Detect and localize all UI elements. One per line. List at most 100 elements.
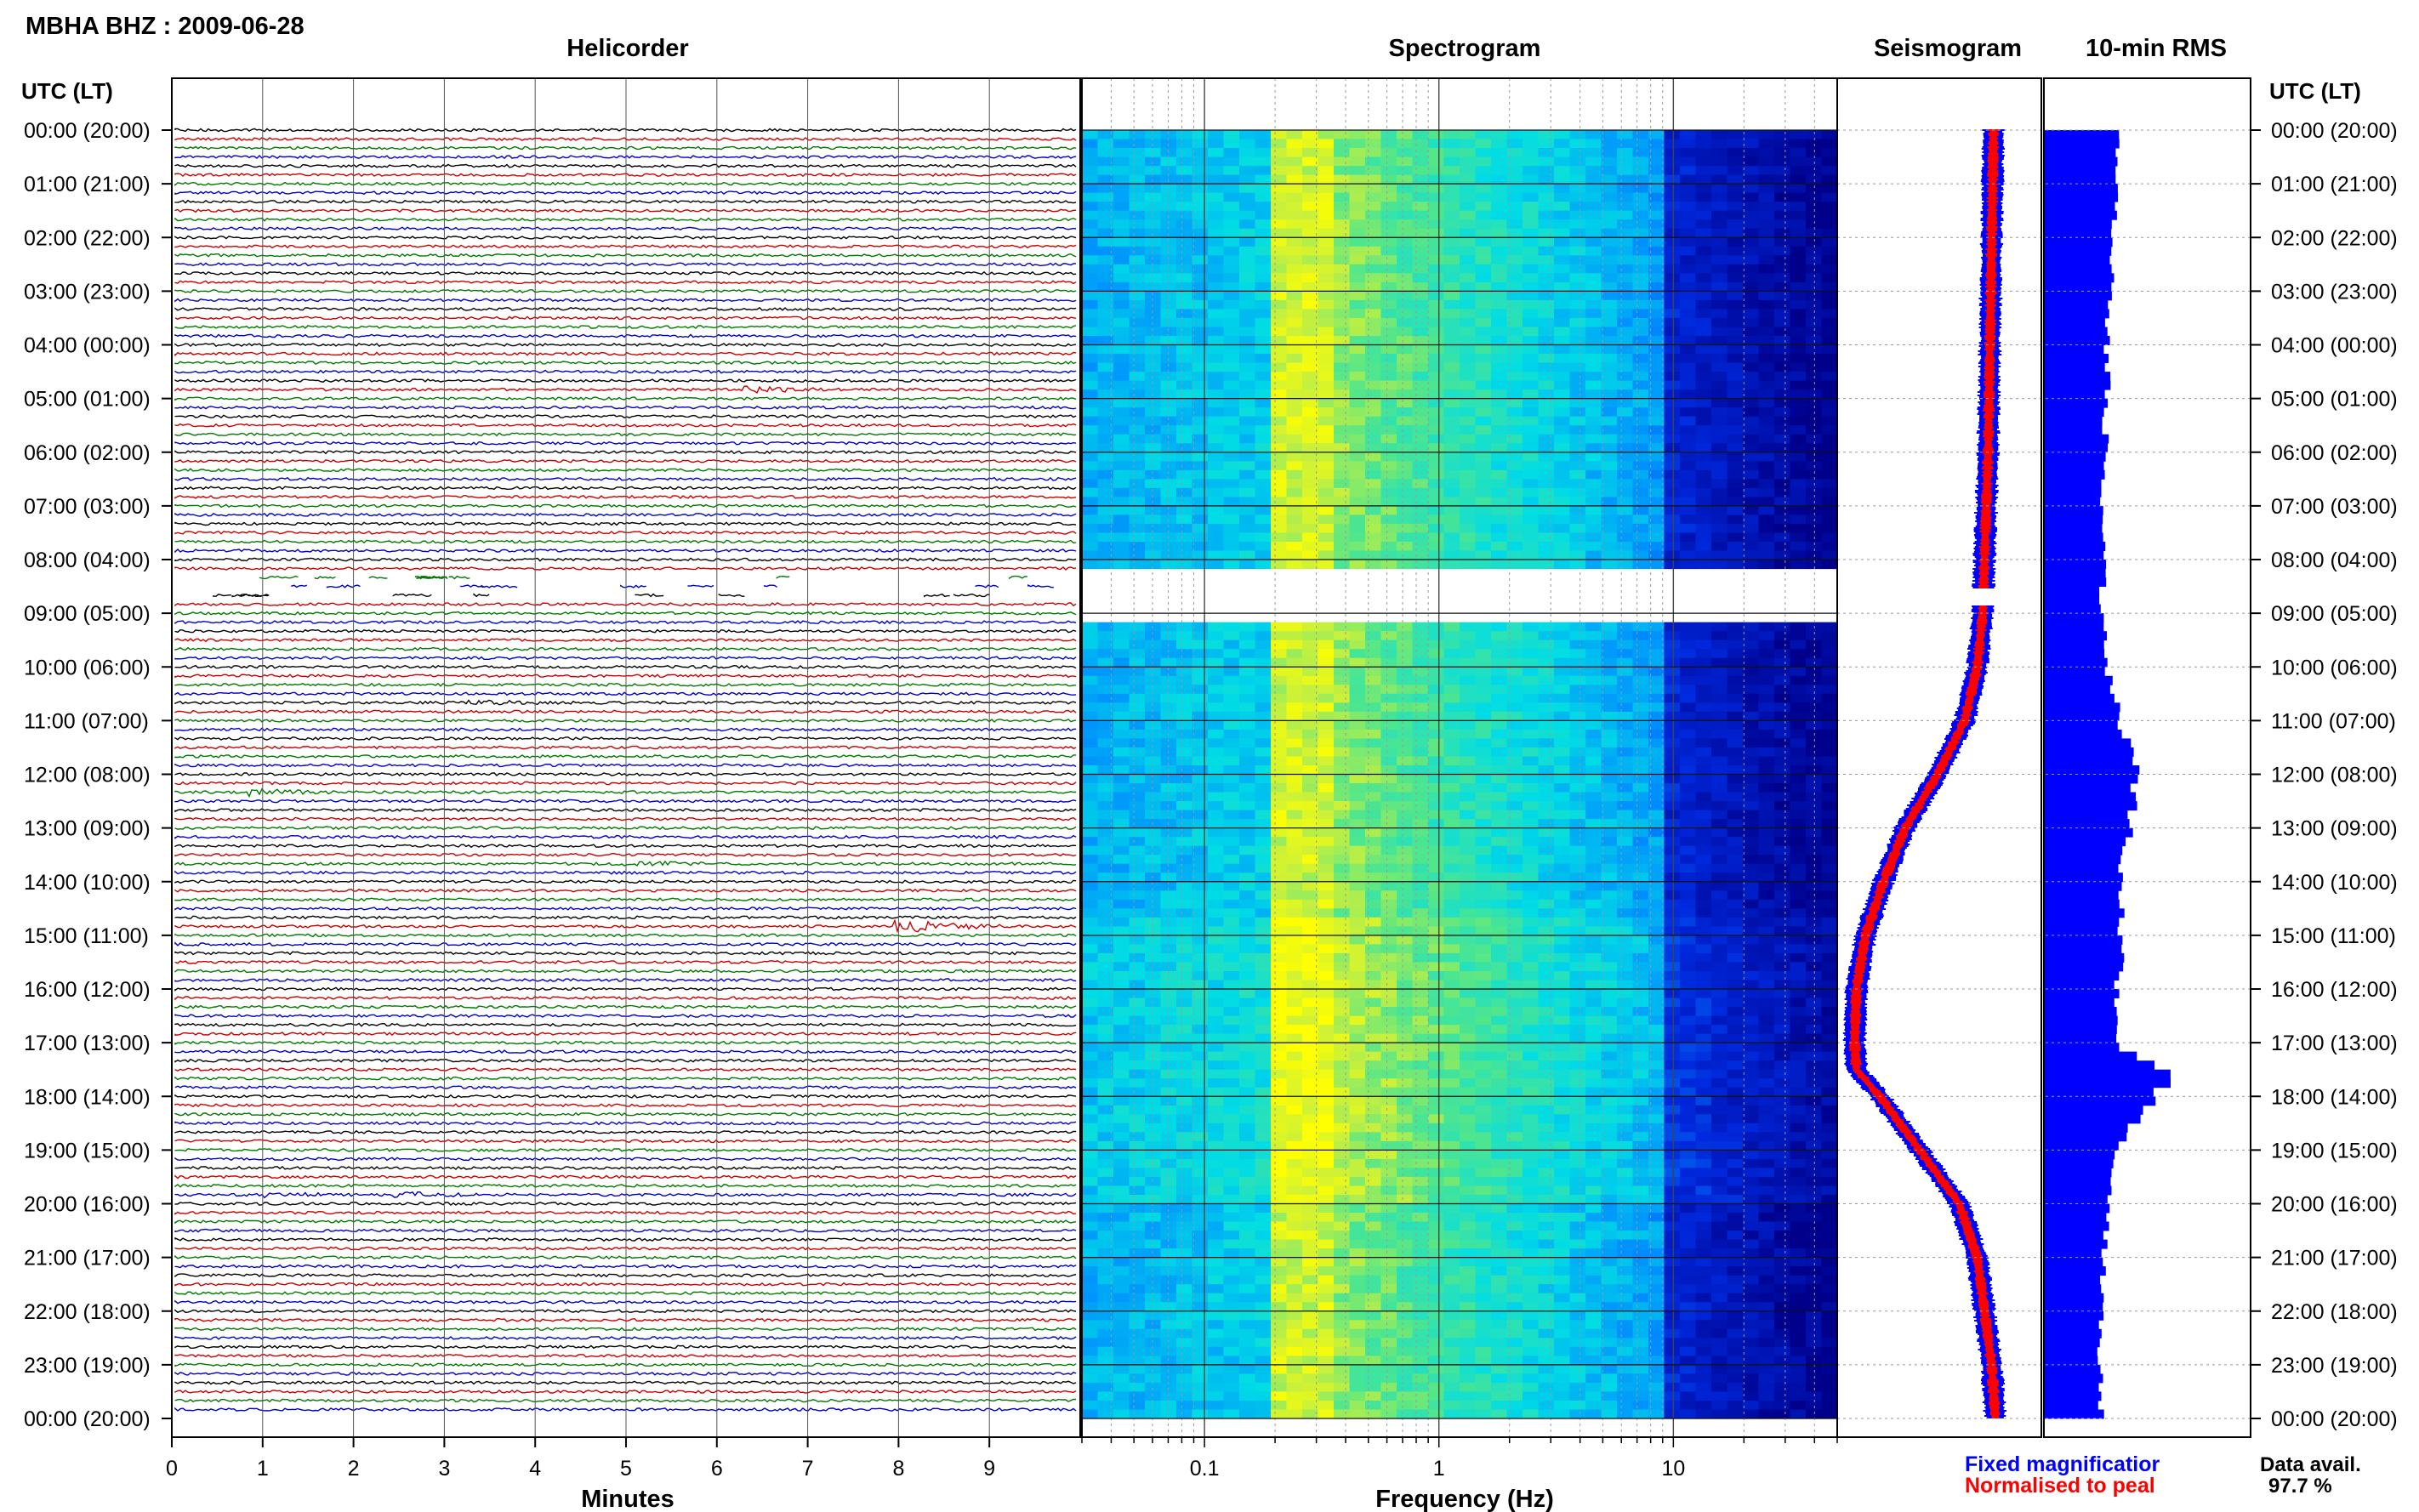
spectrogram-cell <box>1743 372 1760 382</box>
spectrogram-cell <box>1129 1043 1146 1053</box>
spectrogram-cell <box>1365 291 1382 301</box>
spectrogram-cell <box>1397 317 1414 327</box>
spectrogram-cell <box>1664 926 1681 936</box>
spectrogram-cell <box>1506 819 1523 829</box>
helicorder-trace <box>174 1157 1077 1162</box>
helicorder-trace <box>174 691 1077 696</box>
spectrogram-cell <box>1523 156 1540 167</box>
spectrogram-cell <box>1302 729 1319 739</box>
spectrogram-cell <box>1192 398 1209 408</box>
spectrogram-cell <box>1554 443 1571 453</box>
spectrogram-cell <box>1554 845 1571 855</box>
spectrogram-cell <box>1208 1033 1225 1043</box>
spectrogram-cell <box>1632 255 1649 265</box>
spectrogram-cell <box>1223 1033 1240 1043</box>
spectrogram-cell <box>1601 952 1618 963</box>
spectrogram-cell <box>1145 192 1162 202</box>
spectrogram-cell <box>1365 702 1382 713</box>
spectrogram-cell <box>1523 980 1540 990</box>
spectrogram-cell <box>1569 1043 1586 1053</box>
spectrogram-cell <box>1239 855 1256 865</box>
spectrogram-cell <box>1523 192 1540 202</box>
spectrogram-cell <box>1743 487 1760 497</box>
spectrogram-cell <box>1255 998 1272 1008</box>
spectrogram-cell <box>1192 255 1209 265</box>
spectrogram-cell <box>1223 174 1240 185</box>
spectrogram-cell <box>1680 747 1697 757</box>
spectrogram-cell <box>1208 810 1225 820</box>
spectrogram-cell <box>1664 130 1681 140</box>
spectrogram-cell <box>1711 416 1728 426</box>
spectrogram-cell <box>1334 899 1351 909</box>
spectrogram-cell <box>1695 675 1712 685</box>
spectrogram-cell <box>1460 192 1477 202</box>
spectrogram-cell <box>1774 434 1791 444</box>
spectrogram-cell <box>1302 1033 1319 1043</box>
spectrogram-cell <box>1160 354 1177 364</box>
spectrogram-cell <box>1774 389 1791 400</box>
spectrogram-cell <box>1460 622 1477 632</box>
spectrogram-cell <box>1601 693 1618 703</box>
spectrogram-cell <box>1334 837 1351 847</box>
spectrogram-cell <box>1176 156 1193 167</box>
spectrogram-cell <box>1821 344 1838 355</box>
spectrogram-cell <box>1460 639 1477 650</box>
spectrogram-cell <box>1806 783 1823 793</box>
time-tick-label-left: 01:00 (21:00) <box>24 173 151 196</box>
spectrogram-cell <box>1097 810 1114 820</box>
spectrogram-cell <box>1680 837 1697 847</box>
spectrogram-cell <box>1208 756 1225 766</box>
spectrogram-cell <box>1397 774 1414 784</box>
time-tick-label-left: 07:00 (03:00) <box>24 495 151 519</box>
spectrogram-cell <box>1711 148 1728 158</box>
spectrogram-cell <box>1538 532 1555 543</box>
helicorder-trace <box>174 557 1077 562</box>
spectrogram-cell <box>1806 389 1823 400</box>
spectrogram-cell <box>1538 317 1555 327</box>
spectrogram-cell <box>1790 523 1807 533</box>
spectrogram-cell <box>1239 461 1256 471</box>
spectrogram-cell <box>1129 783 1146 793</box>
spectrogram-cell <box>1302 756 1319 766</box>
helicorder-trace <box>174 674 1077 679</box>
spectrogram-cell <box>1601 980 1618 990</box>
spectrogram-cell <box>1680 863 1697 873</box>
spectrogram-cell <box>1318 514 1335 525</box>
spectrogram-cell <box>1223 989 1240 999</box>
spectrogram-cell <box>1443 344 1460 355</box>
spectrogram-cell <box>1664 837 1681 847</box>
spectrogram-cell <box>1538 1033 1555 1043</box>
spectrogram-cell <box>1680 908 1697 918</box>
spectrogram-cell <box>1113 452 1130 462</box>
spectrogram-cell <box>1821 639 1838 650</box>
spectrogram-cell <box>1475 845 1492 855</box>
spectrogram-cell <box>1695 855 1712 865</box>
spectrogram-cell <box>1648 452 1665 462</box>
spectrogram-cell <box>1695 989 1712 999</box>
spectrogram-cell <box>1397 416 1414 426</box>
spectrogram-cell <box>1680 174 1697 185</box>
spectrogram-cell <box>1727 962 1744 972</box>
spectrogram-cell <box>1397 917 1414 927</box>
spectrogram-cell <box>1711 1043 1728 1053</box>
spectrogram-cell <box>1412 237 1429 247</box>
spectrogram-cell <box>1145 827 1162 838</box>
spectrogram-cell <box>1239 130 1256 140</box>
spectrogram-cell <box>1648 926 1665 936</box>
spectrogram-cell <box>1523 532 1540 543</box>
spectrogram-cell <box>1727 952 1744 963</box>
spectrogram-cell <box>1365 372 1382 382</box>
spectrogram-cell <box>1758 407 1775 418</box>
spectrogram-cell <box>1648 291 1665 301</box>
spectrogram-cell <box>1239 255 1256 265</box>
spectrogram-cell <box>1743 783 1760 793</box>
spectrogram-cell <box>1365 890 1382 901</box>
spectrogram-cell <box>1255 219 1272 230</box>
spectrogram-cell <box>1475 407 1492 418</box>
time-tick-label-right: 22:00 (18:00) <box>2271 1300 2398 1324</box>
spectrogram-cell <box>1538 622 1555 632</box>
spectrogram-cell <box>1491 505 1508 515</box>
spectrogram-cell <box>1475 792 1492 802</box>
spectrogram-cell <box>1334 980 1351 990</box>
spectrogram-cell <box>1145 174 1162 185</box>
